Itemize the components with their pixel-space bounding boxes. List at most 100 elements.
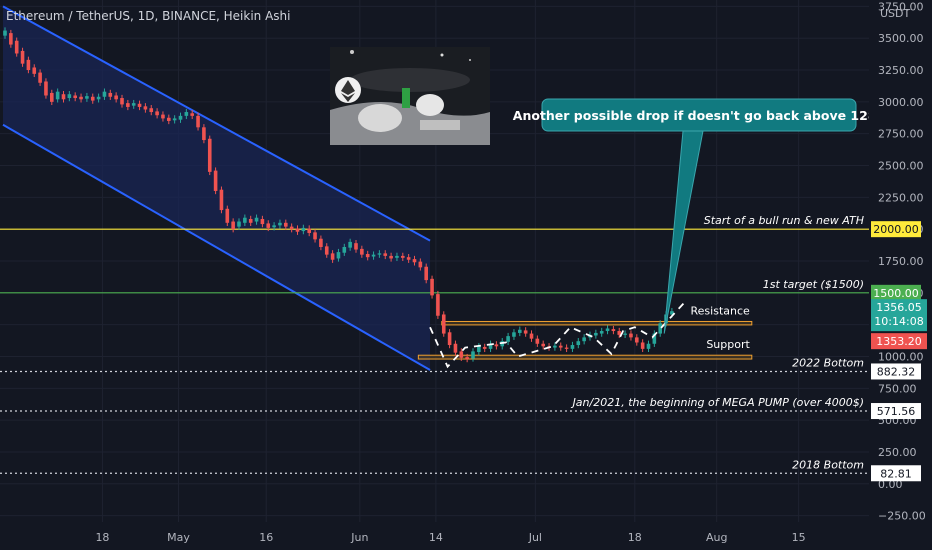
candle <box>178 115 183 120</box>
candle <box>14 40 19 54</box>
price-label: 1500.00 <box>873 287 919 300</box>
y-tick-label: 750.00 <box>878 382 917 395</box>
price-label: 571.56 <box>877 405 916 418</box>
candle <box>465 357 469 360</box>
candle <box>9 33 13 45</box>
callout-box[interactable]: Another possible drop if doesn't go back… <box>513 98 886 334</box>
candle <box>307 228 311 233</box>
x-tick-label: Aug <box>706 531 727 544</box>
zone-support <box>417 354 753 360</box>
candle <box>576 341 581 346</box>
y-tick-label: −250.00 <box>878 510 926 523</box>
candle <box>512 332 516 337</box>
x-tick-label: Jul <box>528 531 542 544</box>
price-label-box <box>871 284 921 301</box>
candle <box>541 343 545 347</box>
candle <box>85 96 89 99</box>
y-tick-label: 2500.00 <box>878 160 924 173</box>
candle <box>389 255 393 259</box>
zone-label: Support <box>706 338 750 351</box>
candle <box>126 103 130 107</box>
hline-label: 1st target ($1500) <box>763 278 864 291</box>
candle <box>149 108 154 113</box>
candle <box>441 314 446 334</box>
candle <box>32 67 37 74</box>
candle <box>225 208 230 223</box>
x-tick-label: Jun <box>350 531 368 544</box>
candle <box>436 294 440 316</box>
candle <box>570 345 575 349</box>
candle <box>459 351 464 358</box>
candle <box>488 343 493 349</box>
candle <box>61 94 66 100</box>
x-axis[interactable]: 18 May 16 Jun 14 Jul 18 Aug 15 <box>95 531 805 544</box>
candle <box>90 96 95 101</box>
candle <box>553 345 557 348</box>
candle <box>20 50 25 64</box>
candle <box>79 96 83 100</box>
candle <box>594 332 598 336</box>
price-label-box <box>871 221 921 238</box>
candle <box>406 257 411 260</box>
candle <box>67 94 72 99</box>
candle <box>213 170 218 191</box>
candle <box>670 311 674 315</box>
candle <box>558 345 563 348</box>
candle <box>167 117 171 121</box>
candle <box>313 232 317 240</box>
channel-upper-line <box>2 5 431 242</box>
candle <box>371 254 376 257</box>
y-axis[interactable]: USDT 3750.00 3500.00 3250.00 3000.00 2750.00… <box>869 0 932 550</box>
price-label-box <box>871 403 921 420</box>
candle <box>582 337 586 342</box>
candle <box>430 278 434 296</box>
y-tick-label: 3000.00 <box>878 96 924 109</box>
y-tick-label: 3750.00 <box>878 0 924 13</box>
current-price-label: 1356.05 <box>876 301 922 314</box>
candle <box>506 336 510 342</box>
candle <box>360 248 364 255</box>
candle <box>342 246 347 253</box>
x-tick-label: 16 <box>259 531 273 544</box>
candle <box>155 111 159 116</box>
hline-label: Start of a bull run & new ATH <box>704 214 864 227</box>
horizontal-lines <box>0 228 869 474</box>
candle <box>617 331 622 335</box>
y-tick-label: 3500.00 <box>878 32 924 45</box>
candle <box>599 331 604 334</box>
x-tick-label: May <box>167 531 190 544</box>
x-tick-label: 15 <box>792 531 806 544</box>
candle <box>658 323 662 334</box>
candle <box>453 343 458 353</box>
candle <box>518 329 522 333</box>
y-tick-label: 2750.00 <box>878 128 924 141</box>
candle <box>301 227 306 232</box>
candle <box>330 253 335 260</box>
price-label: 2000.00 <box>873 223 919 236</box>
candle <box>377 253 382 255</box>
candle <box>424 266 428 281</box>
candle <box>383 253 388 256</box>
candle <box>190 113 194 116</box>
candle <box>184 112 189 116</box>
low-price-box <box>871 333 927 350</box>
candle <box>243 217 247 223</box>
candle <box>289 226 294 230</box>
y-tick-label: 1750.00 <box>878 255 924 268</box>
candle <box>161 114 165 119</box>
countdown-label: 10:14:08 <box>874 315 923 328</box>
candle <box>38 72 42 83</box>
candle <box>635 337 639 343</box>
candle <box>629 333 633 338</box>
candle <box>172 118 177 121</box>
candle <box>266 223 271 228</box>
candle <box>365 253 370 258</box>
candle <box>219 189 224 211</box>
candle <box>272 225 276 228</box>
candle <box>348 241 352 248</box>
channel-lower-line <box>2 123 431 371</box>
candles <box>3 27 674 363</box>
candle <box>471 351 475 359</box>
candle <box>395 255 399 258</box>
